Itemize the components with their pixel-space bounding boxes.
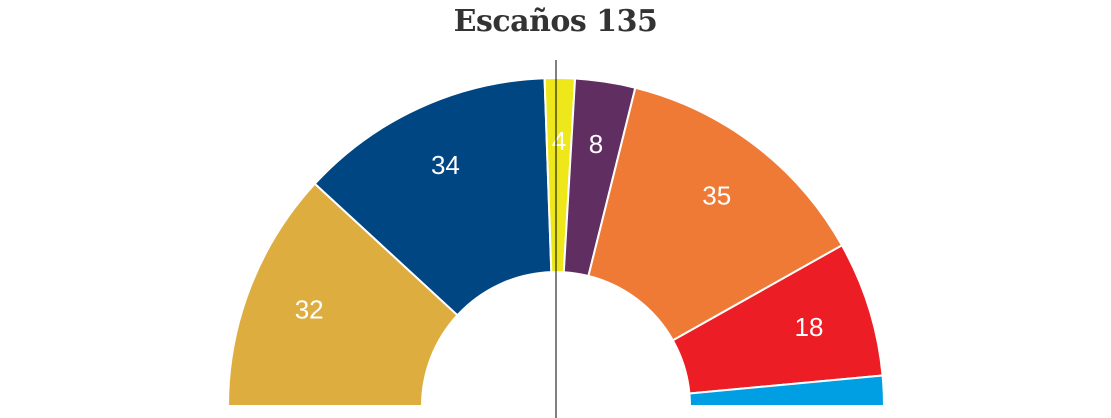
slice-1 <box>313 77 553 317</box>
slice-label-0: 32 <box>295 295 324 325</box>
slice-label-4: 35 <box>702 180 731 210</box>
slice-label-2: 4 <box>552 126 566 156</box>
slice-label-5: 18 <box>795 312 824 342</box>
slice-label-3: 8 <box>589 129 603 159</box>
chart-title: Escaños 135 <box>453 4 658 39</box>
slice-4 <box>587 86 844 342</box>
slice-6 <box>688 374 886 407</box>
labels-group: 32 34 4 8 35 18 <box>295 126 824 342</box>
slice-label-1: 34 <box>431 150 460 180</box>
slice-0 <box>226 182 459 407</box>
slices-group <box>226 77 886 407</box>
